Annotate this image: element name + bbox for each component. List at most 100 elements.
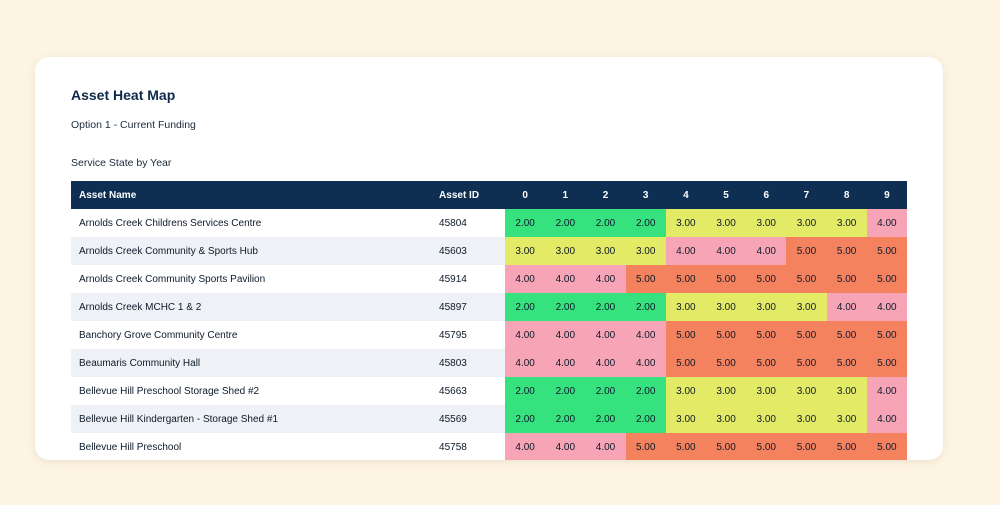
heat-cell: 3.00 <box>786 293 827 321</box>
heat-cell: 5.00 <box>866 321 907 349</box>
heat-cell: 5.00 <box>786 237 827 265</box>
heat-cell: 4.00 <box>505 265 546 293</box>
column-header-asset-name[interactable]: Asset Name <box>71 181 438 209</box>
heat-cell: 3.00 <box>705 405 747 433</box>
heat-cell: 5.00 <box>866 349 907 377</box>
column-header-year-9[interactable]: 9 <box>866 181 907 209</box>
table-row[interactable]: Arnolds Creek Childrens Services Centre 4… <box>71 209 907 237</box>
heat-cell: 5.00 <box>705 433 747 460</box>
heat-cell: 4.00 <box>545 349 586 377</box>
column-header-year-1[interactable]: 1 <box>545 181 586 209</box>
heat-cell: 2.00 <box>545 209 586 237</box>
table-row[interactable]: Banchory Grove Community Centre 45795 4.00… <box>71 321 907 349</box>
heat-cell: 5.00 <box>665 349 706 377</box>
asset-id-cell: 45758 <box>439 441 467 453</box>
asset-name-cell: Banchory Grove Community Centre <box>79 329 238 341</box>
column-header-year-6[interactable]: 6 <box>746 181 787 209</box>
asset-name-cell: Arnolds Creek MCHC 1 & 2 <box>71 293 438 321</box>
heat-cell: 5.00 <box>746 265 787 293</box>
column-header-asset-id[interactable]: Asset ID <box>437 181 506 209</box>
heat-cell: 4.00 <box>585 433 626 460</box>
heat-cell: 2.00 <box>585 405 626 433</box>
heat-cell: 5.00 <box>866 265 907 293</box>
heat-cell: 5.00 <box>786 433 827 460</box>
heat-cell: 2.00 <box>545 377 586 405</box>
heat-cell: 2.00 <box>505 293 546 321</box>
heat-cell: 4.00 <box>826 293 867 321</box>
table-row[interactable]: Arnolds Creek Community Sports Pavilion 4… <box>71 265 907 293</box>
page-subtitle: Option 1 - Current Funding <box>71 119 196 131</box>
column-header-year-5[interactable]: 5 <box>705 181 747 209</box>
heat-cell: 3.00 <box>746 209 787 237</box>
heat-cell: 3.00 <box>665 377 706 405</box>
heat-cell: 3.00 <box>585 237 626 265</box>
table-row[interactable]: Bellevue Hill Preschool 45758 4.00 4.00 4.00… <box>71 433 907 460</box>
heat-cell: 5.00 <box>665 265 706 293</box>
heat-cell: 5.00 <box>746 433 787 460</box>
heat-cell: 3.00 <box>545 237 586 265</box>
heat-cell: 3.00 <box>826 377 867 405</box>
heat-cell: 2.00 <box>585 377 626 405</box>
heat-cell: 4.00 <box>545 265 586 293</box>
column-header-year-0[interactable]: 0 <box>505 181 546 209</box>
asset-id-cell: 45803 <box>437 349 506 377</box>
heat-cell: 2.00 <box>505 377 546 405</box>
asset-name-cell: Bellevue Hill Kindergarten - Storage She… <box>71 405 438 433</box>
heat-cell: 4.00 <box>505 349 546 377</box>
heat-cell: 4.00 <box>705 237 747 265</box>
asset-id-cell: 45795 <box>439 329 467 341</box>
table-row[interactable]: Arnolds Creek MCHC 1 & 2 45897 2.00 2.00 2.0… <box>71 293 907 321</box>
heat-cell: 5.00 <box>746 321 787 349</box>
heat-cell: 5.00 <box>866 237 907 265</box>
column-header-year-4[interactable]: 4 <box>665 181 706 209</box>
heat-cell: 5.00 <box>625 433 666 460</box>
heat-cell: 4.00 <box>585 265 626 293</box>
asset-name-cell: Arnolds Creek Community Sports Pavilion <box>79 273 266 285</box>
table-row[interactable]: Bellevue Hill Kindergarten - Storage She… <box>71 405 907 433</box>
heat-cell: 4.00 <box>625 349 666 377</box>
heat-cell: 4.00 <box>866 377 907 405</box>
heat-cell: 2.00 <box>625 209 666 237</box>
heat-cell: 3.00 <box>625 237 666 265</box>
heat-cell: 4.00 <box>866 209 907 237</box>
heat-cell: 4.00 <box>505 321 546 349</box>
heat-cell: 5.00 <box>826 433 867 460</box>
heat-cell: 4.00 <box>585 349 626 377</box>
heat-map-card: Asset Heat Map Option 1 - Current Fundin… <box>35 57 943 460</box>
heat-cell: 4.00 <box>505 433 546 460</box>
heat-cell: 4.00 <box>545 321 586 349</box>
heat-cell: 5.00 <box>746 349 787 377</box>
asset-name-cell: Bellevue Hill Preschool Storage Shed #2 <box>79 385 260 397</box>
table-row[interactable]: Bellevue Hill Preschool Storage Shed #2 4… <box>71 377 907 405</box>
heat-cell: 3.00 <box>786 377 827 405</box>
heat-cell: 4.00 <box>866 293 907 321</box>
heat-cell: 2.00 <box>505 209 546 237</box>
column-header-year-2[interactable]: 2 <box>585 181 626 209</box>
heat-cell: 2.00 <box>545 293 586 321</box>
heat-cell: 4.00 <box>625 321 666 349</box>
heat-cell: 3.00 <box>505 237 546 265</box>
table-row[interactable]: Arnolds Creek Community & Sports Hub 4560… <box>71 237 907 265</box>
column-header-year-3[interactable]: 3 <box>625 181 666 209</box>
table-row[interactable]: Beaumaris Community Hall 45803 4.00 4.00 4.0… <box>71 349 907 377</box>
heat-cell: 4.00 <box>545 433 586 460</box>
column-header-year-7[interactable]: 7 <box>786 181 827 209</box>
heat-cell: 2.00 <box>625 293 666 321</box>
heat-cell: 3.00 <box>786 209 827 237</box>
heat-cell: 3.00 <box>786 405 827 433</box>
heat-cell: 3.00 <box>746 377 787 405</box>
asset-name-cell: Arnolds Creek Community & Sports Hub <box>71 237 438 265</box>
heat-cell: 5.00 <box>665 433 706 460</box>
heat-cell: 2.00 <box>585 209 626 237</box>
heat-cell: 2.00 <box>625 405 666 433</box>
heat-cell: 2.00 <box>625 377 666 405</box>
asset-id-cell: 45569 <box>437 405 506 433</box>
heat-cell: 5.00 <box>826 321 867 349</box>
asset-id-cell: 45603 <box>437 237 506 265</box>
column-header-year-8[interactable]: 8 <box>826 181 867 209</box>
heat-cell: 5.00 <box>786 265 827 293</box>
asset-name-cell: Arnolds Creek Childrens Services Centre <box>79 217 262 229</box>
asset-id-cell: 45914 <box>439 273 467 285</box>
